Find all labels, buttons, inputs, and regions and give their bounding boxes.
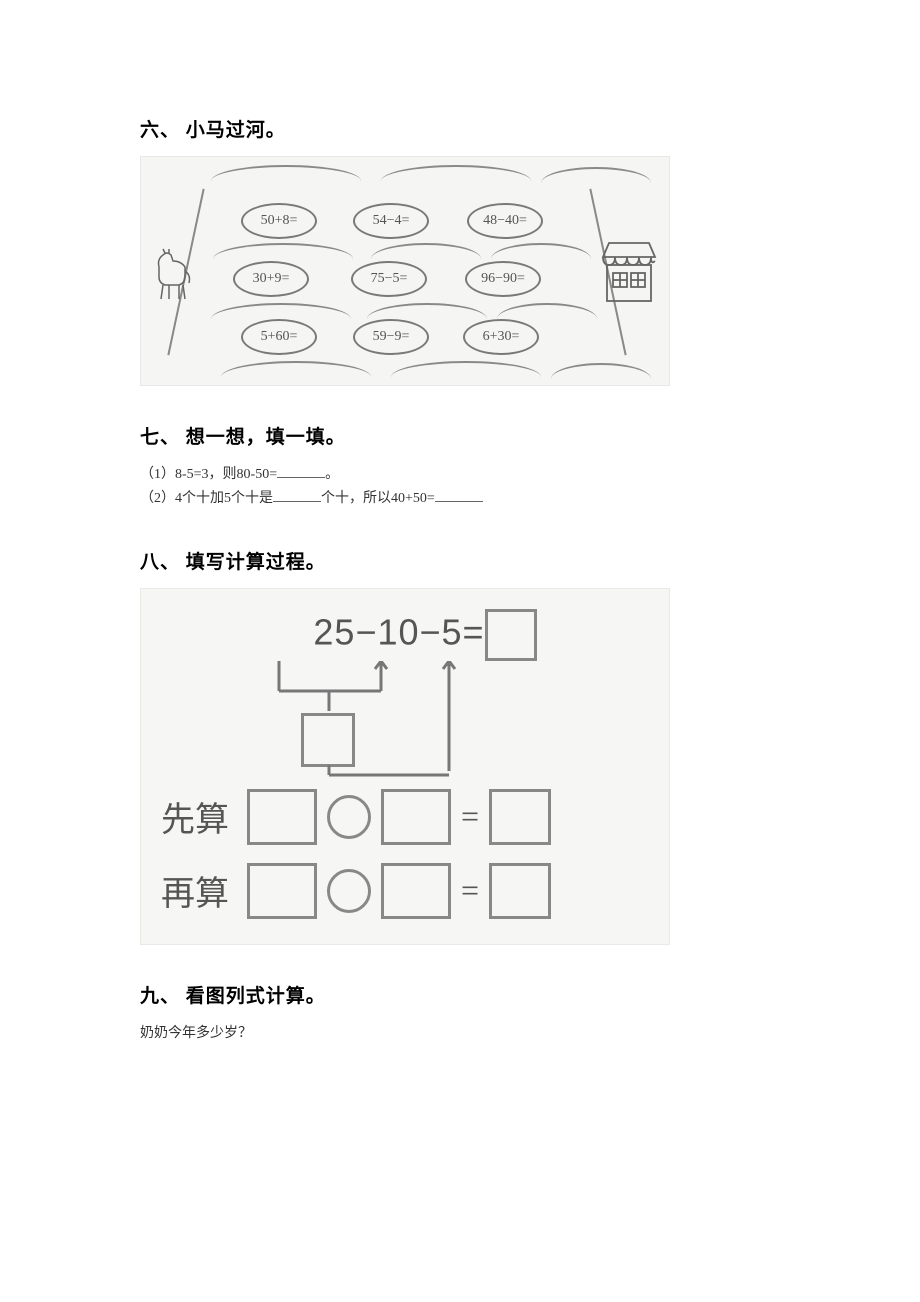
operator-circle (327, 795, 371, 839)
wave-line (221, 361, 371, 377)
wave-line (551, 363, 651, 379)
q7-2-b: 个十，所以40+50= (321, 491, 435, 506)
equation-bubble: 96−90= (465, 261, 541, 297)
calc-diagram: 25−10−5= (140, 588, 670, 945)
result-box (489, 789, 551, 845)
wave-line (371, 243, 481, 259)
equation-bubble: 6+30= (463, 319, 539, 355)
equation-bubble: 5+60= (241, 319, 317, 355)
calc-expr: 25−10−5= (313, 611, 484, 652)
wave-line (541, 167, 651, 183)
wave-line (213, 243, 353, 259)
calc-expression-row: 25−10−5= (201, 609, 649, 661)
wave-line (211, 165, 361, 181)
q7-line1: （1）8-5=3，则80-50= 。 (140, 463, 780, 487)
section-seven: 七、 想一想，填一填。 （1）8-5=3，则80-50= 。 （2）4个十加5个十… (140, 422, 780, 511)
q7-1-b: 。 (325, 467, 339, 482)
equation-bubble: 50+8= (241, 203, 317, 239)
blank (277, 464, 325, 478)
equation-bubble: 54−4= (353, 203, 429, 239)
section-eight-title: 八、 填写计算过程。 (140, 547, 780, 574)
river-diagram: 50+8= 54−4= 48−40= 30+9= 75−5= 96−90= 5+60= 59−… (140, 156, 670, 386)
section-six-title: 六、 小马过河。 (140, 115, 780, 142)
wave-line (491, 243, 591, 259)
result-box (489, 863, 551, 919)
operator-circle (327, 869, 371, 913)
horse-icon (151, 247, 197, 303)
operand-box (247, 789, 317, 845)
calc-row-first: 先算 = (161, 789, 649, 845)
q7-1-a: （1）8-5=3，则80-50= (140, 467, 277, 482)
first-calc-label: 先算 (161, 792, 229, 841)
bracket-lines-icon (221, 661, 621, 771)
section-nine-title: 九、 看图列式计算。 (140, 981, 780, 1008)
wave-line (211, 303, 351, 319)
second-calc-label: 再算 (161, 866, 229, 915)
wave-line (497, 303, 597, 319)
section-six: 六、 小马过河。 (140, 115, 780, 386)
equation-bubble: 75−5= (351, 261, 427, 297)
section-seven-title: 七、 想一想，填一填。 (140, 422, 780, 449)
bracket-area (221, 661, 649, 771)
wave-line (391, 361, 541, 377)
equation-bubble: 59−9= (353, 319, 429, 355)
operand-box (381, 789, 451, 845)
equation-bubble: 48−40= (467, 203, 543, 239)
intermediate-box (301, 713, 355, 767)
q7-2-a: （2）4个十加5个十是 (140, 491, 273, 506)
equation-bubble: 30+9= (233, 261, 309, 297)
wave-line (381, 165, 531, 181)
section-eight: 八、 填写计算过程。 25−10−5= (140, 547, 780, 945)
wave-line (367, 303, 487, 319)
section-nine: 九、 看图列式计算。 奶奶今年多少岁？ (140, 981, 780, 1042)
equals-sign: = (461, 872, 479, 909)
equals-sign: = (461, 798, 479, 835)
answer-box (485, 609, 537, 661)
calc-row-second: 再算 = (161, 863, 649, 919)
blank (435, 488, 483, 502)
q9-text: 奶奶今年多少岁？ (140, 1022, 780, 1042)
q7-line2: （2）4个十加5个十是 个十，所以40+50= (140, 487, 780, 511)
bracket-bottom-icon (221, 765, 621, 785)
shop-icon (599, 237, 659, 307)
blank (273, 488, 321, 502)
operand-box (247, 863, 317, 919)
operand-box (381, 863, 451, 919)
